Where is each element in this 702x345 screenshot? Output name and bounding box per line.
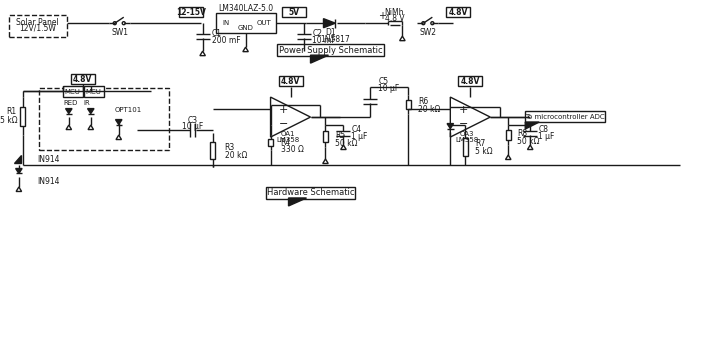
Bar (458, 76, 482, 86)
Bar (505, 130, 511, 140)
Text: SW1: SW1 (111, 28, 128, 37)
Text: C5: C5 (378, 77, 388, 86)
Bar (323, 130, 328, 141)
Text: OA3: OA3 (460, 131, 475, 137)
Text: 4.8 V: 4.8 V (385, 14, 404, 23)
Text: 20 kΩ: 20 kΩ (225, 150, 247, 159)
Polygon shape (116, 120, 122, 125)
Text: R7: R7 (475, 139, 486, 148)
Text: 1 μF: 1 μF (538, 131, 555, 140)
Text: 10 mF: 10 mF (312, 36, 336, 45)
Text: D1: D1 (325, 28, 336, 37)
Bar (268, 139, 273, 146)
Text: MCU: MCU (65, 89, 81, 95)
Text: C1: C1 (211, 29, 222, 38)
Text: C8: C8 (538, 125, 548, 134)
Text: 50 kΩ: 50 kΩ (517, 137, 540, 146)
Text: 10 μF: 10 μF (378, 83, 399, 92)
Bar (9, 15, 67, 37)
Bar (62, 86, 83, 97)
Text: R6: R6 (418, 97, 429, 106)
Bar (84, 86, 104, 97)
Bar (179, 7, 203, 17)
Bar (266, 187, 355, 199)
Text: R4: R4 (281, 138, 291, 147)
Text: Hardware Schematic: Hardware Schematic (267, 188, 355, 197)
Polygon shape (88, 109, 94, 114)
Text: 50 kΩ: 50 kΩ (336, 139, 358, 148)
Bar (216, 13, 276, 33)
Text: 4.8V: 4.8V (281, 77, 300, 86)
Text: IN914: IN914 (37, 155, 60, 164)
Text: 20 kΩ: 20 kΩ (418, 105, 441, 114)
Text: SW2: SW2 (420, 28, 437, 37)
Text: R3: R3 (225, 142, 235, 151)
Text: +: + (279, 105, 289, 115)
Text: C4: C4 (352, 125, 362, 134)
Text: 5 kΩ: 5 kΩ (475, 147, 493, 156)
Text: MCU: MCU (86, 89, 102, 95)
Text: LM358: LM358 (456, 137, 479, 143)
Text: R5: R5 (336, 130, 345, 139)
Text: 10 μF: 10 μF (182, 121, 204, 130)
Text: IR: IR (84, 100, 91, 106)
Bar (282, 7, 305, 17)
Text: LM340LAZ-5.0: LM340LAZ-5.0 (218, 4, 273, 13)
Polygon shape (310, 55, 329, 63)
Text: 12V/1.5W: 12V/1.5W (20, 24, 56, 33)
Text: RED: RED (64, 100, 78, 106)
Text: +: + (458, 105, 468, 115)
Text: 1 μF: 1 μF (352, 131, 368, 140)
Text: C2: C2 (312, 29, 322, 38)
Bar (210, 141, 215, 158)
Text: 12-15V: 12-15V (176, 8, 206, 17)
Text: 4.8V: 4.8V (73, 75, 93, 83)
Text: GND: GND (238, 25, 253, 31)
Text: 5 kΩ: 5 kΩ (0, 116, 18, 125)
Bar (277, 44, 384, 56)
Polygon shape (447, 124, 453, 129)
Bar (39, 88, 168, 150)
Text: 1N5817: 1N5817 (321, 34, 350, 44)
Bar (525, 111, 605, 122)
Text: To microcontroller ADC: To microcontroller ADC (525, 114, 605, 120)
Polygon shape (289, 198, 307, 206)
Text: R8: R8 (517, 129, 527, 138)
Polygon shape (324, 19, 336, 28)
Bar (71, 74, 95, 84)
Text: R1: R1 (6, 107, 16, 116)
Text: Power Supply Schematic: Power Supply Schematic (279, 46, 383, 55)
Polygon shape (14, 155, 21, 163)
Text: 330 Ω: 330 Ω (281, 145, 303, 154)
Polygon shape (525, 122, 539, 129)
Text: IN: IN (222, 20, 230, 26)
Text: −: − (458, 119, 468, 129)
Bar (463, 138, 468, 156)
Text: OPT101: OPT101 (115, 107, 143, 113)
Text: IN914: IN914 (37, 177, 60, 187)
Text: Solar Panel: Solar Panel (16, 18, 59, 27)
Text: 200 mF: 200 mF (211, 36, 240, 45)
Text: −: − (279, 119, 289, 129)
Text: OA1: OA1 (280, 131, 295, 137)
Polygon shape (15, 168, 22, 174)
Bar (20, 107, 25, 126)
Bar (279, 76, 303, 86)
Polygon shape (65, 109, 72, 114)
Bar (406, 100, 411, 109)
Bar (446, 7, 470, 17)
Text: 4.8V: 4.8V (449, 8, 468, 17)
Text: LM358: LM358 (276, 137, 299, 143)
Text: +: + (378, 11, 386, 21)
Text: OUT: OUT (256, 20, 271, 26)
Text: NiMh: NiMh (385, 8, 404, 17)
Text: C3: C3 (187, 116, 198, 125)
Text: 4.8V: 4.8V (461, 77, 480, 86)
Text: 5V: 5V (288, 8, 299, 17)
